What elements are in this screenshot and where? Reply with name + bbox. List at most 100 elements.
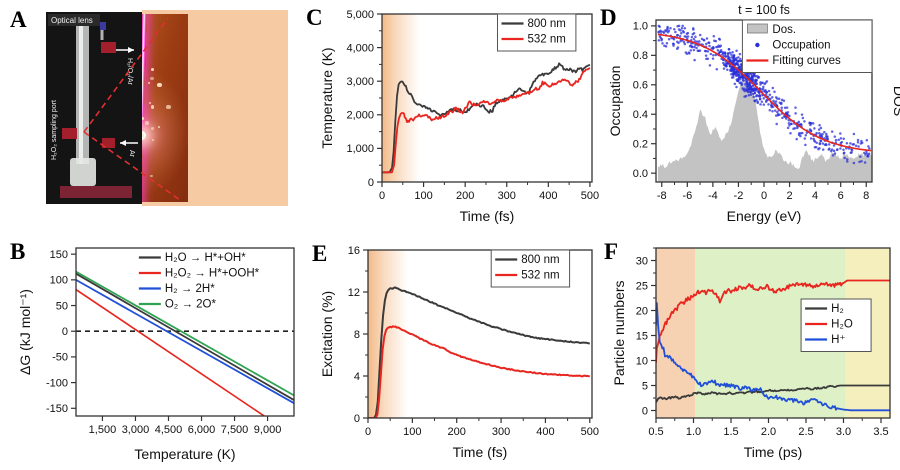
svg-text:6,000: 6,000	[188, 424, 216, 436]
chart-d-svg: -8 -6 -4 -2 0 2 4 6 8 0.0 0.2 0.4 0.6 0.8 1.0 Energy (e…	[607, 3, 900, 224]
svg-text:Time (ps): Time (ps)	[744, 444, 803, 460]
svg-text:3,000: 3,000	[346, 76, 374, 88]
spark-dot	[150, 126, 154, 131]
svg-text:0.4: 0.4	[633, 109, 648, 121]
svg-text:Occupation: Occupation	[607, 66, 623, 137]
svg-text:Energy (eV): Energy (eV)	[727, 208, 802, 224]
glass-tube-highlight	[79, 24, 83, 164]
spark-dot	[157, 126, 160, 129]
sampling-port-label: H₂O₂ sampling port	[51, 100, 58, 160]
panel-d: -8 -6 -4 -2 0 2 4 6 8 0.0 0.2 0.4 0.6 0.8 1.0 Energy (e…	[606, 0, 900, 233]
svg-text:8: 8	[354, 329, 360, 341]
chart-e-svg: 0 100 200 300 400 500 0 4 8 12 16 Time (fs) Excitati…	[319, 245, 599, 460]
svg-text:0: 0	[354, 413, 360, 425]
svg-text:0.2: 0.2	[633, 139, 648, 151]
svg-text:-8: -8	[657, 190, 667, 202]
svg-text:-4: -4	[708, 190, 718, 202]
svg-text:532 nm: 532 nm	[521, 270, 559, 282]
svg-text:100: 100	[403, 426, 421, 438]
chart-c-svg: 0 100 200 300 400 500 0 1,000 2,000 3,000 4,000 5,0…	[319, 9, 599, 224]
optical-lens-label-bg	[48, 14, 100, 26]
svg-text:532 nm: 532 nm	[528, 34, 566, 46]
spark-dot	[145, 121, 149, 125]
spark-dot	[150, 105, 154, 109]
svg-text:2.5: 2.5	[798, 426, 813, 438]
panel-e: 0 100 200 300 400 500 0 4 8 12 16 Time (fs) Excitati…	[318, 238, 602, 469]
svg-text:3,000: 3,000	[122, 424, 150, 436]
svg-text:1.5: 1.5	[723, 426, 738, 438]
inlet-arrow-head	[120, 140, 126, 146]
svg-text:15: 15	[636, 330, 648, 342]
svg-text:H₂O: H₂O	[831, 319, 853, 331]
panel-b: 1,500 3,000 4,500 6,000 7,500 9,000 -150 -100 -5…	[16, 238, 302, 470]
svg-text:8: 8	[863, 190, 869, 202]
svg-text:100: 100	[50, 275, 68, 287]
panel-c: 0 100 200 300 400 500 0 1,000 2,000 3,000 4,000 5,0…	[318, 2, 602, 233]
panel-a-photo: Optical lens H₂O₂ sampling port H₂/O₂/Ar…	[46, 10, 288, 208]
chart-f-svg: 0.5 1.0 1.5 2.0 2.5 3.0 3.5 0 5 10 15 20 25 30 Time (p…	[611, 247, 891, 460]
spark-dot	[148, 101, 151, 104]
svg-text:H⁺: H⁺	[831, 334, 845, 346]
panel-label-a: A	[10, 7, 27, 32]
svg-text:3.0: 3.0	[836, 426, 851, 438]
clamp-right	[102, 138, 115, 148]
panel-label-b: B	[10, 239, 26, 264]
svg-text:150: 150	[50, 249, 68, 261]
svg-text:0: 0	[642, 405, 648, 417]
svg-text:0.5: 0.5	[648, 426, 663, 438]
svg-text:0: 0	[368, 177, 374, 189]
spark-dot	[141, 116, 145, 120]
svg-text:0.6: 0.6	[633, 80, 648, 92]
svg-text:0.0: 0.0	[633, 168, 648, 180]
svg-text:20: 20	[636, 305, 648, 317]
svg-text:Dos.: Dos.	[772, 24, 796, 36]
svg-text:5: 5	[642, 380, 648, 392]
spark-dot	[150, 174, 153, 178]
svg-text:H₂O → H*+OH*: H₂O → H*+OH*	[165, 252, 246, 264]
apparatus-photo-overlay: Optical lens H₂O₂ sampling port H₂/O₂/Ar…	[46, 12, 181, 204]
svg-text:800 nm: 800 nm	[521, 254, 559, 266]
svg-text:0.8: 0.8	[633, 50, 648, 62]
svg-text:0: 0	[379, 190, 385, 202]
svg-text:100: 100	[414, 190, 432, 202]
svg-text:500: 500	[581, 426, 599, 438]
spark-dot	[140, 133, 145, 137]
spark-dot	[148, 81, 151, 84]
svg-text:0: 0	[62, 326, 68, 338]
svg-text:Time (fs): Time (fs)	[460, 208, 515, 224]
clamp-top	[101, 42, 116, 53]
spark-dot	[151, 138, 154, 141]
svg-text:-150: -150	[46, 403, 68, 415]
svg-text:1.0: 1.0	[633, 21, 648, 33]
spark-dot	[142, 135, 145, 138]
svg-text:7,500: 7,500	[221, 424, 249, 436]
svg-text:4,500: 4,500	[155, 424, 183, 436]
svg-text:4,000: 4,000	[346, 42, 374, 54]
svg-text:300: 300	[492, 426, 510, 438]
zoom-connector-top	[83, 17, 169, 133]
svg-text:Fitting curves: Fitting curves	[772, 55, 841, 67]
spark-dot	[151, 67, 155, 71]
svg-text:300: 300	[498, 190, 516, 202]
svg-text:1.0: 1.0	[686, 426, 701, 438]
svg-text:200: 200	[448, 426, 466, 438]
spark-dot	[157, 82, 162, 88]
panel-f: 0.5 1.0 1.5 2.0 2.5 3.0 3.5 0 5 10 15 20 25 30 Time (p…	[610, 238, 898, 469]
svg-text:4: 4	[812, 190, 818, 202]
svg-text:H₂: H₂	[831, 303, 844, 315]
panel-label-d: D	[600, 5, 617, 30]
svg-text:ΔG (kJ mol⁻¹): ΔG (kJ mol⁻¹)	[17, 289, 33, 375]
svg-text:0: 0	[761, 190, 767, 202]
chart-b-svg: 1,500 3,000 4,500 6,000 7,500 9,000 -150 -100 -5…	[17, 247, 295, 462]
svg-text:Temperature (K): Temperature (K)	[134, 446, 235, 462]
svg-text:2,000: 2,000	[346, 110, 374, 122]
stand-base	[60, 186, 132, 198]
svg-text:-6: -6	[682, 190, 692, 202]
panel-label-c: C	[306, 5, 323, 30]
svg-text:0: 0	[365, 426, 371, 438]
svg-text:25: 25	[636, 280, 648, 292]
lens-mount	[100, 22, 106, 30]
svg-text:O₂ → 2O*: O₂ → 2O*	[165, 299, 217, 311]
svg-text:1,500: 1,500	[89, 424, 117, 436]
